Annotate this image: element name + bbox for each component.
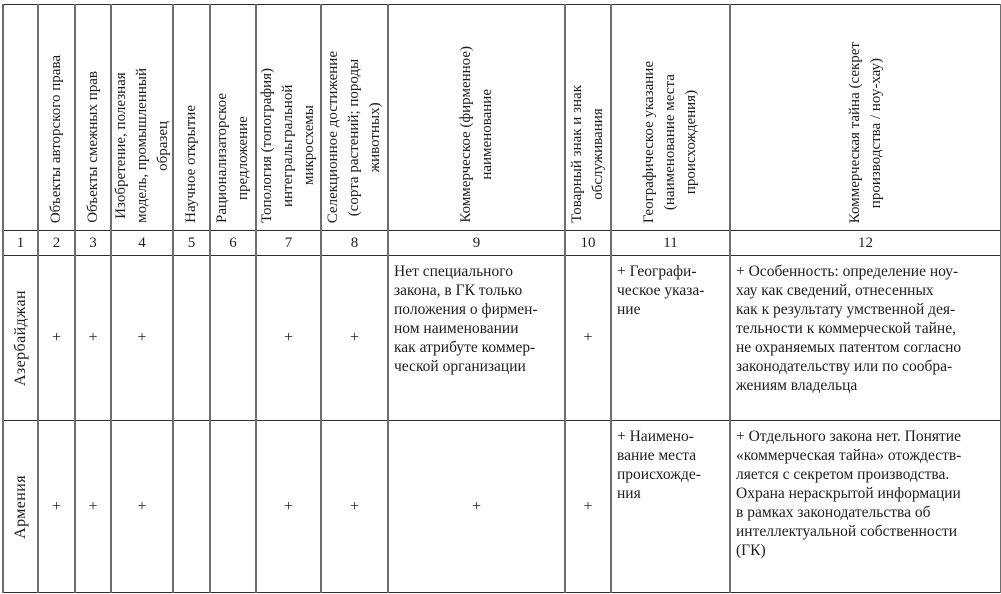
column-header-label: Рационализаторское предложение — [214, 93, 251, 223]
column-header-7: Топология (топография) интегральгральной… — [255, 4, 322, 231]
column-header-2: Объекты авторского права — [37, 4, 76, 231]
column-header-10: Товарный знак и знак обслуживания — [564, 4, 612, 231]
cell-mark: + — [564, 255, 612, 421]
column-number: 10 — [564, 230, 612, 256]
cell-note: + Наимено- вание места происхожде- ния — [610, 420, 731, 593]
cell-mark: + — [110, 255, 174, 421]
row-header-country: Азербайджан — [2, 255, 39, 421]
cell-note: Нет специального закона, в ГК только пол… — [387, 255, 566, 421]
column-header-3: Объекты смежных прав — [74, 4, 112, 231]
ip-rights-comparison-table: Объекты авторского права Объекты смежных… — [2, 4, 1001, 593]
table-row-armenia: Армения + + + + + + + + Наимено- вание м… — [2, 420, 1001, 593]
cell-mark: + — [37, 420, 76, 593]
cell-mark: + — [74, 420, 112, 593]
column-numbers-row: 1 2 3 4 5 6 7 8 9 10 11 12 — [2, 230, 1001, 256]
cell-note: + Отдельного закона нет. Понятие «коммер… — [729, 420, 1001, 593]
column-number: 7 — [255, 230, 322, 256]
cell-mark: + — [37, 255, 76, 421]
column-header-label: Товарный знак и знак обслуживания — [569, 85, 606, 223]
cell-mark: + — [387, 420, 566, 593]
column-header-label: Коммерческая тайна (секрет производства … — [846, 41, 884, 223]
column-header-label: Географическое указание (наименование ме… — [641, 60, 699, 223]
table-row-azerbaijan: Азербайджан + + + + + Нет специального з… — [2, 255, 1001, 421]
cell-note: + Географи- ческое указа- ние — [610, 255, 731, 421]
cell-mark: + — [320, 420, 389, 593]
column-number: 2 — [37, 230, 76, 256]
column-number: 5 — [172, 230, 211, 256]
column-header-label: Объекты смежных прав — [84, 71, 101, 223]
cell-mark: + — [255, 255, 322, 421]
header-row: Объекты авторского права Объекты смежных… — [2, 4, 1001, 231]
column-header-label: Научное открытие — [183, 105, 199, 223]
column-header-11: Географическое указание (наименование ме… — [610, 4, 731, 231]
country-label: Армения — [12, 474, 29, 539]
column-header-label: Коммерческое (фирменное) наименование — [457, 46, 495, 223]
cell-mark — [172, 255, 211, 421]
column-number: 8 — [320, 230, 389, 256]
cell-note: + Особенность: определение ноу- хау как … — [729, 255, 1001, 421]
column-header-8: Селекционное достижение (сорта растений;… — [320, 4, 389, 231]
cell-mark — [209, 255, 257, 421]
column-header-9: Коммерческое (фирменное) наименование — [387, 4, 566, 231]
column-number: 1 — [2, 230, 39, 256]
column-number: 3 — [74, 230, 112, 256]
country-label: Азербайджан — [12, 289, 29, 387]
cell-mark: + — [255, 420, 322, 593]
cell-mark — [209, 420, 257, 593]
column-header-6: Рационализаторское предложение — [209, 4, 257, 231]
column-header-label: Селекционное достижение (сорта растений;… — [325, 50, 383, 223]
column-header-label: Объекты авторского права — [48, 54, 64, 223]
column-header-1-empty — [2, 4, 39, 231]
column-number: 11 — [610, 230, 731, 256]
column-number: 6 — [209, 230, 257, 256]
cell-mark: + — [110, 420, 174, 593]
cell-mark: + — [320, 255, 389, 421]
column-number: 4 — [110, 230, 174, 256]
cell-mark — [172, 420, 211, 593]
cell-mark: + — [564, 420, 612, 593]
column-header-label: Топология (топография) интегральгральной… — [259, 67, 317, 223]
column-header-4: Изобретение, полезная модель, промышленн… — [110, 4, 174, 231]
row-header-country: Армения — [2, 420, 39, 593]
column-header-label: Изобретение, полезная модель, промышленн… — [112, 68, 171, 223]
column-number: 12 — [729, 230, 1001, 256]
cell-mark: + — [74, 255, 112, 421]
column-header-12: Коммерческая тайна (секрет производства … — [729, 4, 1001, 231]
column-header-5: Научное открытие — [172, 4, 211, 231]
column-number: 9 — [387, 230, 566, 256]
